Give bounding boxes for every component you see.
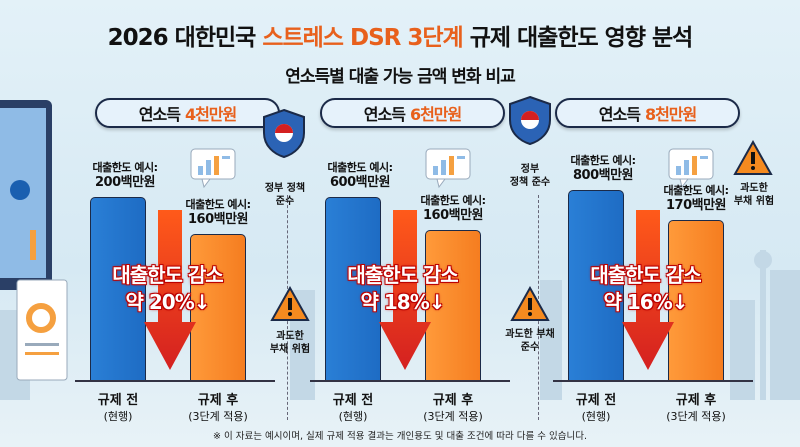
warning-icon [510, 286, 550, 321]
page-title: 2026 대한민국 스트레스 DSR 3단계 규제 대출한도 영향 분석 [107, 25, 694, 51]
panel-header: 연소득 8천만원 [555, 98, 740, 128]
after-value-label: 대출한도 예시: 160백만원 [185, 198, 251, 227]
category-after: 규제 후 (3단계 적용) [188, 393, 248, 423]
report-document-icon [16, 279, 68, 381]
category-before: 규제 전 (현행) [575, 393, 617, 423]
after-value-label: 대출한도 예시: 160백만원 [420, 194, 486, 223]
bar-chart-icon [668, 148, 714, 188]
category-after: 규제 후 (3단계 적용) [666, 393, 726, 423]
bar-after [668, 220, 724, 380]
monitor-dashboard-icon [0, 100, 52, 290]
panel-header: 연소득 4천만원 [95, 98, 280, 128]
risk-note-2: 과도한 부채 준수 [505, 329, 555, 353]
risk-note-1: 과도한 부채 위험 [269, 331, 311, 355]
panel-header: 연소득 6천만원 [320, 98, 505, 128]
policy-note-1: 정부 정책 준수 [264, 183, 306, 207]
bar-before [325, 197, 381, 380]
before-value-label: 대출한도 예시: 600백만원 [327, 161, 393, 190]
category-before: 규제 전 (현행) [332, 393, 374, 423]
before-value-label: 대출한도 예시: 200백만원 [92, 161, 158, 190]
baseline [310, 380, 510, 382]
reduction-callout: 대출한도 감소 약 16%↓ [590, 263, 701, 314]
risk-note-3: 과도한 부채 위험 [733, 183, 775, 207]
city-skyline [0, 250, 800, 400]
before-value-label: 대출한도 예시: 800백만원 [570, 154, 636, 183]
reduction-arrow [622, 210, 674, 370]
bar-after [190, 234, 246, 380]
warning-icon [733, 140, 773, 175]
bar-chart-icon [425, 148, 471, 188]
shield-icon [509, 95, 551, 145]
baseline [75, 380, 275, 382]
category-after: 규제 후 (3단계 적용) [423, 393, 483, 423]
page-subtitle: 연소득별 대출 가능 금액 변화 비교 [285, 67, 516, 87]
disclaimer-footer: ※ 이 자료는 예시이며, 실제 규제 적용 결과는 개인용도 및 대출 조건에… [213, 431, 587, 442]
baseline [553, 380, 753, 382]
category-before: 규제 전 (현행) [97, 393, 139, 423]
bar-before [568, 190, 624, 380]
reduction-callout: 대출한도 감소 약 20%↓ [112, 263, 223, 314]
reduction-arrow [379, 210, 431, 370]
bar-after [425, 230, 481, 380]
bar-chart-icon [190, 148, 236, 188]
warning-icon [270, 286, 310, 321]
policy-note-2: 정부 정책 준수 [509, 164, 551, 188]
bar-before [90, 197, 146, 380]
reduction-callout: 대출한도 감소 약 18%↓ [347, 263, 458, 314]
reduction-arrow [144, 210, 196, 370]
shield-icon [263, 108, 305, 158]
after-value-label: 대출한도 예시: 170백만원 [663, 184, 729, 213]
